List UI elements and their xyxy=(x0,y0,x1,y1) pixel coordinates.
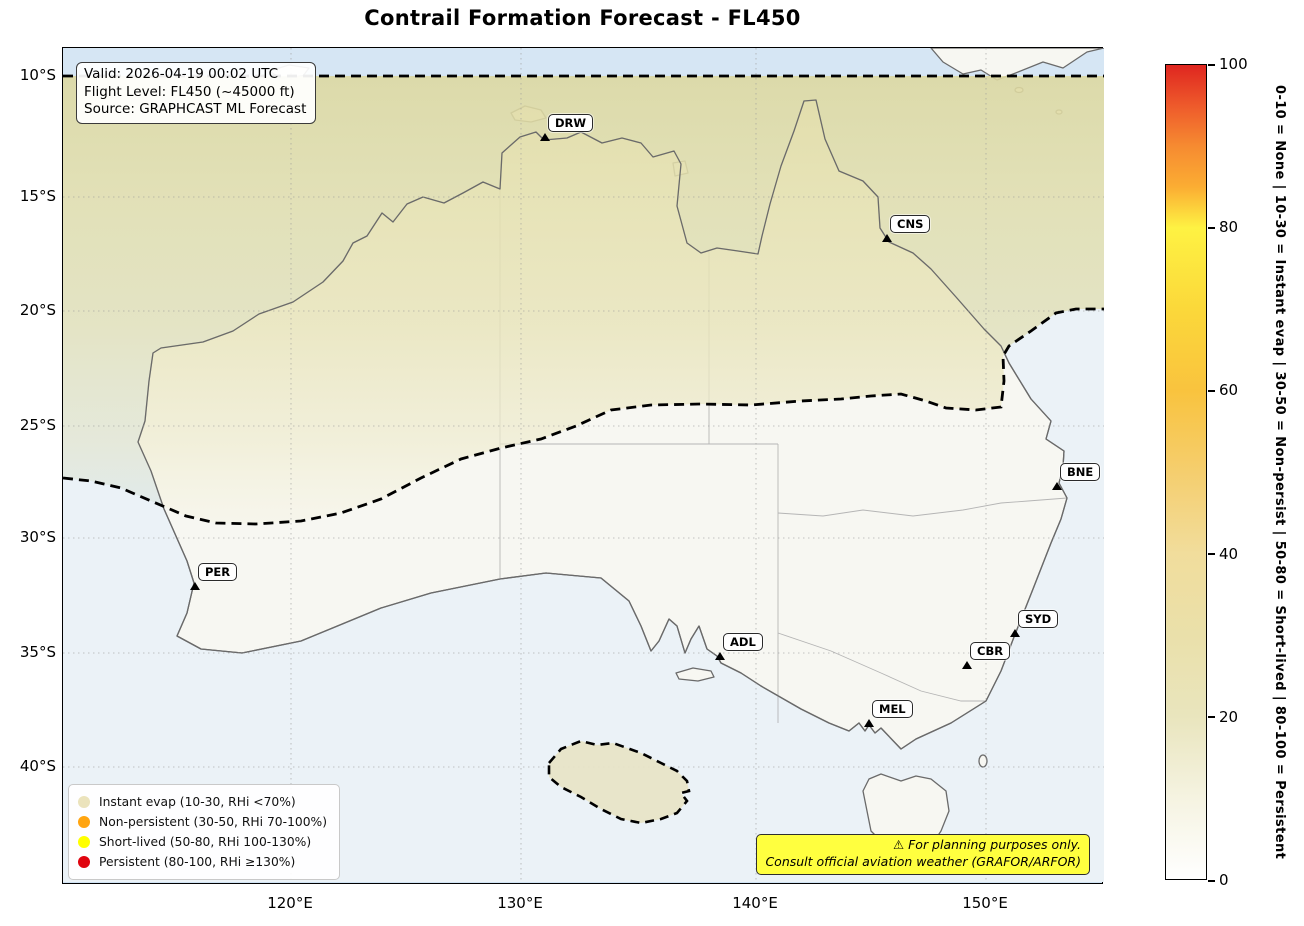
airport-code-label: BNE xyxy=(1060,463,1100,481)
legend-swatch-icon xyxy=(78,836,90,848)
colorbar xyxy=(1165,64,1207,880)
airport-code-label: ADL xyxy=(723,633,763,651)
airport-marker-icon xyxy=(715,652,725,660)
legend-item-label: Instant evap (10-30, RHi <70%) xyxy=(99,795,296,809)
airport-code-label: CNS xyxy=(890,215,930,233)
airport-marker-icon xyxy=(1052,482,1062,490)
lon-tick-label: 150°E xyxy=(950,894,1020,912)
page-title: Contrail Formation Forecast - FL450 xyxy=(62,6,1103,30)
legend-item-label: Non-persistent (30-50, RHi 70-100%) xyxy=(99,815,327,829)
australia-map-svg xyxy=(63,48,1104,882)
contrail-legend: Instant evap (10-30, RHi <70%) Non-persis… xyxy=(68,784,340,880)
airport-code-label: SYD xyxy=(1018,610,1058,628)
lat-tick-label: 10°S xyxy=(4,66,56,84)
lon-tick-label: 130°E xyxy=(485,894,555,912)
colorbar-tick-mark xyxy=(1208,390,1215,392)
legend-swatch-icon xyxy=(78,856,90,868)
info-valid: Valid: 2026-04-19 00:02 UTC xyxy=(84,66,306,84)
colorbar-tick-label: 80 xyxy=(1208,218,1238,236)
legend-swatch-icon xyxy=(78,816,90,828)
lat-tick-label: 30°S xyxy=(4,528,56,546)
legend-item: Short-lived (50-80, RHi 100-130%) xyxy=(78,832,327,852)
lat-tick-label: 40°S xyxy=(4,757,56,775)
airport-code-label: DRW xyxy=(548,114,593,132)
colorbar-tick-label: 40 xyxy=(1208,545,1238,563)
airport-code-label: MEL xyxy=(872,700,913,718)
airport-marker-icon xyxy=(540,133,550,141)
colorbar-tick-mark xyxy=(1208,880,1215,882)
legend-item-label: Persistent (80-100, RHi ≥130%) xyxy=(99,855,295,869)
legend-item: Non-persistent (30-50, RHi 70-100%) xyxy=(78,812,327,832)
airport-marker-icon xyxy=(882,234,892,242)
warning-line-1: ⚠ For planning purposes only. xyxy=(765,837,1081,854)
map-canvas: Valid: 2026-04-19 00:02 UTC Flight Level… xyxy=(62,47,1103,884)
airport-code-label: PER xyxy=(198,563,237,581)
colorbar-tick-mark xyxy=(1208,227,1215,229)
airport-marker-icon xyxy=(190,582,200,590)
colorbar-tick-mark xyxy=(1208,553,1215,555)
colorbar-tick-label: 100 xyxy=(1208,55,1248,73)
lat-tick-label: 15°S xyxy=(4,187,56,205)
airport-code-label: CBR xyxy=(970,642,1010,660)
figure: { "title": "Contrail Formation Forecast … xyxy=(0,0,1304,926)
forecast-info-box: Valid: 2026-04-19 00:02 UTC Flight Level… xyxy=(76,62,316,124)
planning-warning-box: ⚠ For planning purposes only. Consult of… xyxy=(756,834,1090,875)
info-source: Source: GRAPHCAST ML Forecast xyxy=(84,101,306,119)
colorbar-tick-mark xyxy=(1208,716,1215,718)
colorbar-tick-label: 20 xyxy=(1208,708,1238,726)
colorbar-category-label: 0-10 = None | 10-30 = Instant evap | 30-… xyxy=(1272,64,1287,880)
legend-item: Instant evap (10-30, RHi <70%) xyxy=(78,792,327,812)
airport-marker-icon xyxy=(1010,629,1020,637)
lon-tick-label: 140°E xyxy=(720,894,790,912)
info-flight-level: Flight Level: FL450 (~45000 ft) xyxy=(84,84,306,102)
lat-tick-label: 20°S xyxy=(4,301,56,319)
airport-marker-icon xyxy=(864,719,874,727)
lat-tick-label: 35°S xyxy=(4,643,56,661)
colorbar-tick-label: 0 xyxy=(1208,871,1229,889)
legend-item: Persistent (80-100, RHi ≥130%) xyxy=(78,852,327,872)
legend-swatch-icon xyxy=(78,796,90,808)
lat-tick-label: 25°S xyxy=(4,416,56,434)
colorbar-tick-mark xyxy=(1208,64,1215,66)
legend-item-label: Short-lived (50-80, RHi 100-130%) xyxy=(99,835,311,849)
colorbar-tick-label: 60 xyxy=(1208,381,1238,399)
airport-marker-icon xyxy=(962,661,972,669)
lon-tick-label: 120°E xyxy=(255,894,325,912)
small-island xyxy=(979,755,987,767)
warning-line-2: Consult official aviation weather (GRAFO… xyxy=(765,854,1081,871)
